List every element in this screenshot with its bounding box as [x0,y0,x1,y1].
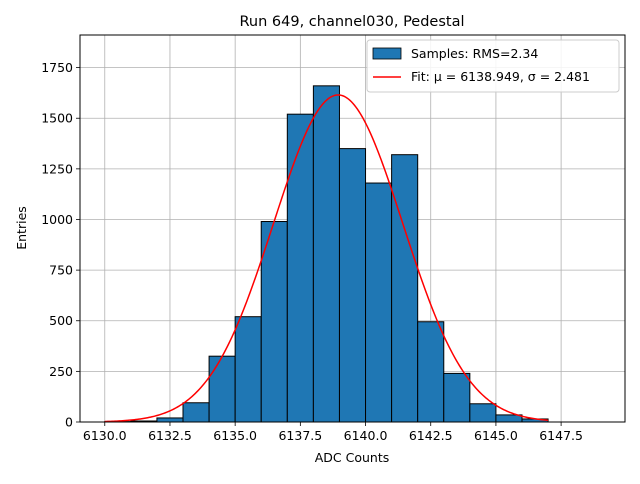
x-tick-label: 6142.5 [409,428,453,443]
x-tick-label: 6132.5 [148,428,192,443]
histogram-bar [392,155,418,422]
chart-title: Run 649, channel030, Pedestal [239,14,464,30]
y-tick-label: 1750 [41,60,73,75]
histogram-bar [183,403,209,422]
histogram-bar [287,114,313,422]
x-tick-label: 6130.0 [83,428,127,443]
y-axis-label: Entries [14,206,29,250]
legend: Samples: RMS=2.34 Fit: μ = 6138.949, σ =… [367,40,619,92]
histogram-bar [261,222,287,422]
histogram-bar [235,317,261,422]
x-tick-label: 6140.0 [344,428,388,443]
y-tick-label: 250 [49,364,73,379]
histogram-bar [444,373,470,422]
histogram-bar [496,415,522,422]
y-tick-label: 500 [49,313,73,328]
histogram-bar [470,404,496,422]
y-tick-label: 1000 [41,212,73,227]
x-axis-ticks: 6130.0 6132.5 6135.0 6137.5 6140.0 6142.5 6145… [83,422,583,443]
x-tick-label: 6137.5 [278,428,322,443]
histogram-bar [418,322,444,422]
histogram-bar [339,149,365,422]
histogram-bar [366,183,392,422]
x-tick-label: 6145.0 [474,428,518,443]
y-tick-label: 1250 [41,161,73,176]
y-tick-label: 1500 [41,111,73,126]
x-axis-label: ADC Counts [315,450,390,465]
legend-label-samples: Samples: RMS=2.34 [411,46,538,61]
x-tick-label: 6147.5 [539,428,583,443]
y-tick-label: 750 [49,263,73,278]
histogram-bar [157,418,183,422]
histogram-bar [313,86,339,422]
y-axis-ticks: 0 250 500 750 1000 1250 1500 1750 [41,60,80,429]
x-tick-label: 6135.0 [213,428,257,443]
y-tick-label: 0 [65,415,73,430]
legend-label-fit: Fit: μ = 6138.949, σ = 2.481 [411,69,590,84]
legend-swatch-samples [373,48,401,59]
histogram-bar [209,356,235,422]
